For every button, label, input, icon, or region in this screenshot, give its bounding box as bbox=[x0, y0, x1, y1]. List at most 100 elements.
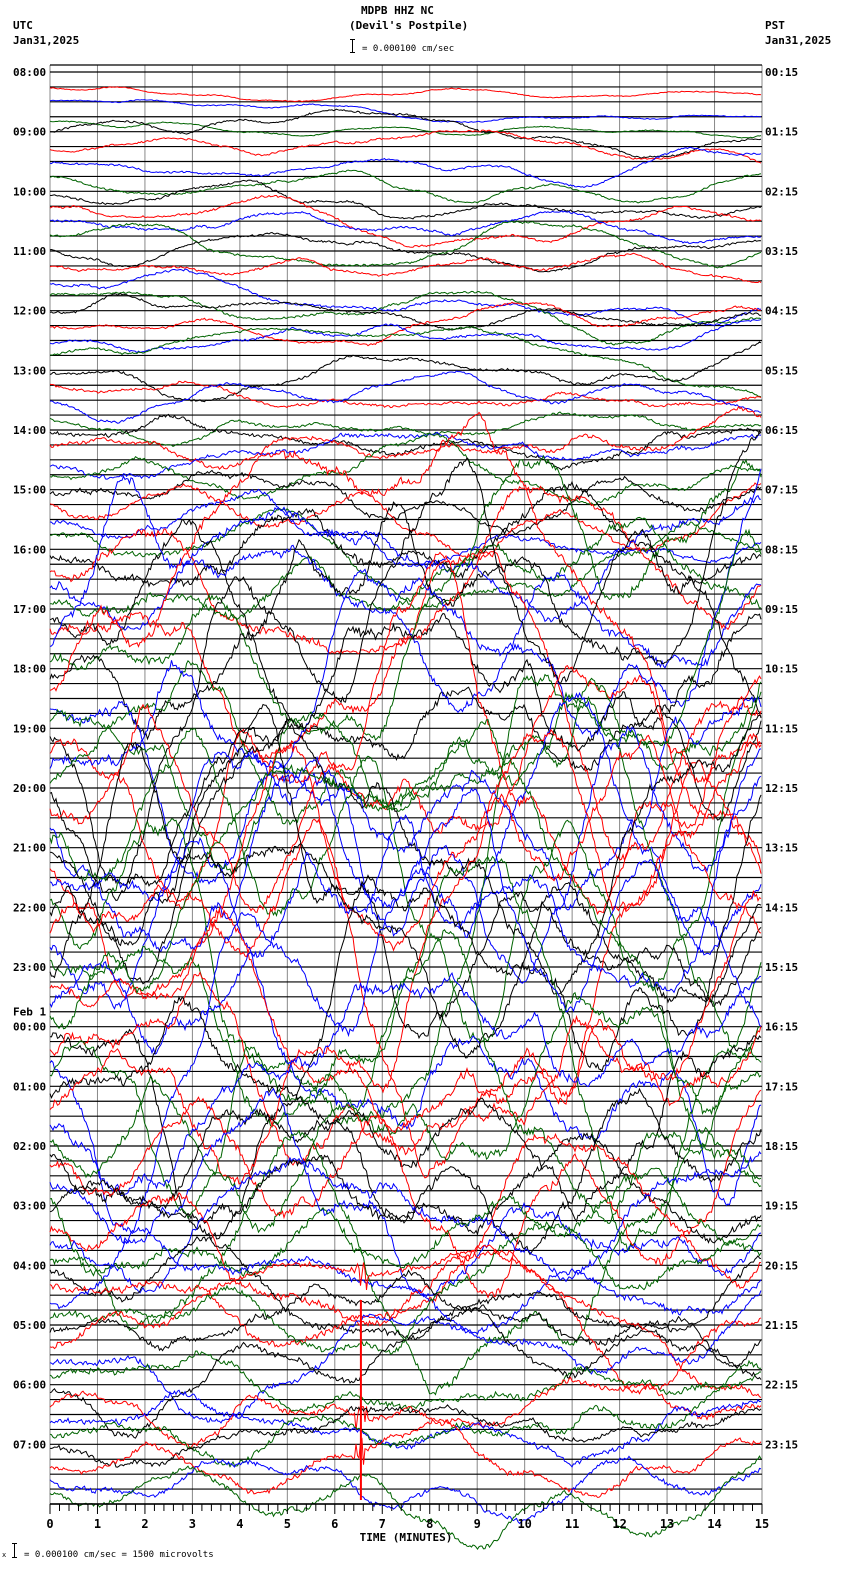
seismic-trace bbox=[49, 1167, 762, 1277]
seismic-trace bbox=[49, 1389, 762, 1468]
pst-hour-label: 08:15 bbox=[765, 543, 798, 556]
seismic-trace bbox=[49, 1087, 762, 1298]
seismic-trace bbox=[49, 519, 762, 823]
station-location: (Devil's Postpile) bbox=[349, 19, 469, 32]
footer-scale-prefix: x bbox=[2, 1551, 7, 1559]
left-timezone: UTC bbox=[13, 19, 33, 32]
x-tick-label: 15 bbox=[755, 1517, 769, 1531]
pst-hour-label: 07:15 bbox=[765, 484, 798, 497]
utc-hour-label: 03:00 bbox=[13, 1200, 46, 1213]
utc-hour-label: 02:00 bbox=[13, 1140, 46, 1153]
seismic-trace bbox=[49, 725, 762, 984]
seismic-trace bbox=[49, 741, 762, 1059]
seismic-trace bbox=[49, 220, 762, 269]
seismic-trace bbox=[49, 430, 762, 741]
seismic-trace bbox=[49, 1132, 762, 1321]
seismic-trace bbox=[49, 468, 762, 885]
utc-hour-label: 16:00 bbox=[13, 543, 46, 556]
seismic-trace bbox=[49, 1455, 762, 1550]
seismic-trace bbox=[49, 728, 762, 1094]
x-tick-label: 1 bbox=[94, 1517, 101, 1531]
utc-hour-label: 20:00 bbox=[13, 782, 46, 795]
seismic-trace bbox=[49, 485, 762, 655]
x-tick-label: 3 bbox=[189, 1517, 196, 1531]
utc-hour-label: 21:00 bbox=[13, 842, 46, 855]
seismic-trace bbox=[49, 370, 762, 424]
seismic-trace bbox=[49, 120, 762, 139]
x-tick-label: 4 bbox=[236, 1517, 243, 1531]
pst-hour-label: 05:15 bbox=[765, 364, 798, 377]
pst-hour-label: 09:15 bbox=[765, 603, 798, 616]
seismic-trace bbox=[49, 548, 762, 862]
seismic-trace bbox=[49, 1417, 762, 1498]
pst-hour-label: 00:15 bbox=[765, 66, 798, 79]
seismic-trace bbox=[49, 252, 762, 284]
seismic-trace bbox=[49, 1350, 761, 1413]
seismic-trace bbox=[49, 1089, 762, 1299]
seismic-trace bbox=[49, 413, 762, 471]
seismic-trace bbox=[49, 86, 762, 103]
x-tick-label: 13 bbox=[660, 1517, 674, 1531]
seismic-trace bbox=[49, 194, 762, 248]
pst-hour-label: 06:15 bbox=[765, 424, 798, 437]
scale-text: = 0.000100 cm/sec bbox=[362, 44, 455, 54]
x-tick-label: 0 bbox=[46, 1517, 53, 1531]
pst-hour-label: 04:15 bbox=[765, 305, 798, 318]
seismic-trace bbox=[49, 929, 762, 1234]
utc-hour-label: 06:00 bbox=[13, 1379, 46, 1392]
seismic-trace bbox=[49, 129, 762, 164]
seismic-trace bbox=[49, 1455, 762, 1525]
seismic-trace bbox=[49, 660, 762, 911]
seismic-trace bbox=[49, 475, 762, 714]
x-tick-label: 14 bbox=[707, 1517, 721, 1531]
utc-hour-label: 15:00 bbox=[13, 484, 46, 497]
seismic-trace bbox=[49, 411, 762, 864]
seismic-trace bbox=[49, 528, 762, 875]
pst-hour-label: 21:15 bbox=[765, 1319, 798, 1332]
pst-hour-label: 20:15 bbox=[765, 1259, 798, 1272]
seismic-trace bbox=[49, 231, 762, 273]
right-timezone: PST bbox=[765, 19, 785, 32]
seismic-trace bbox=[49, 292, 762, 331]
seismic-trace bbox=[49, 469, 762, 535]
seismic-trace bbox=[49, 1244, 762, 1398]
seismic-trace bbox=[49, 456, 762, 886]
utc-hour-label: 22:00 bbox=[13, 901, 46, 914]
seismic-trace bbox=[49, 1290, 762, 1424]
seismic-trace bbox=[49, 1132, 762, 1244]
seismic-trace bbox=[49, 405, 762, 471]
utc-hour-label: 10:00 bbox=[13, 185, 46, 198]
utc-hour-label: 14:00 bbox=[13, 424, 46, 437]
seismic-trace bbox=[49, 507, 762, 611]
seismic-trace bbox=[49, 210, 762, 244]
pst-hour-label: 14:15 bbox=[765, 901, 798, 914]
seismic-trace bbox=[50, 325, 762, 398]
pst-hour-label: 13:15 bbox=[765, 842, 798, 855]
utc-hour-label: 01:00 bbox=[13, 1080, 46, 1093]
seismic-trace bbox=[49, 612, 762, 902]
scale-bar-icon bbox=[350, 39, 355, 53]
seismic-trace bbox=[49, 995, 762, 1223]
seismic-trace bbox=[49, 1404, 762, 1468]
seismic-trace bbox=[49, 454, 762, 741]
x-tick-label: 6 bbox=[331, 1517, 338, 1531]
utc-hour-label: 12:00 bbox=[13, 305, 46, 318]
seismic-trace bbox=[49, 1248, 762, 1395]
utc-hour-label: 17:00 bbox=[13, 603, 46, 616]
x-tick-label: 7 bbox=[379, 1517, 386, 1531]
pst-hour-label: 23:15 bbox=[765, 1438, 798, 1451]
seismic-trace bbox=[49, 290, 762, 346]
footer-scale-bar-icon bbox=[12, 1543, 17, 1558]
seismic-trace bbox=[49, 1150, 762, 1294]
pst-hour-label: 22:15 bbox=[765, 1379, 798, 1392]
pst-hour-label: 01:15 bbox=[765, 126, 798, 139]
seismic-trace bbox=[49, 691, 762, 956]
seismic-trace bbox=[49, 836, 762, 1207]
seismic-trace bbox=[49, 169, 762, 204]
seismic-trace bbox=[49, 480, 762, 588]
utc-hour-label: 09:00 bbox=[13, 126, 46, 139]
seismic-trace bbox=[49, 268, 762, 327]
seismic-trace bbox=[49, 179, 761, 220]
seismic-trace bbox=[49, 743, 762, 1179]
seismic-trace bbox=[49, 431, 762, 480]
